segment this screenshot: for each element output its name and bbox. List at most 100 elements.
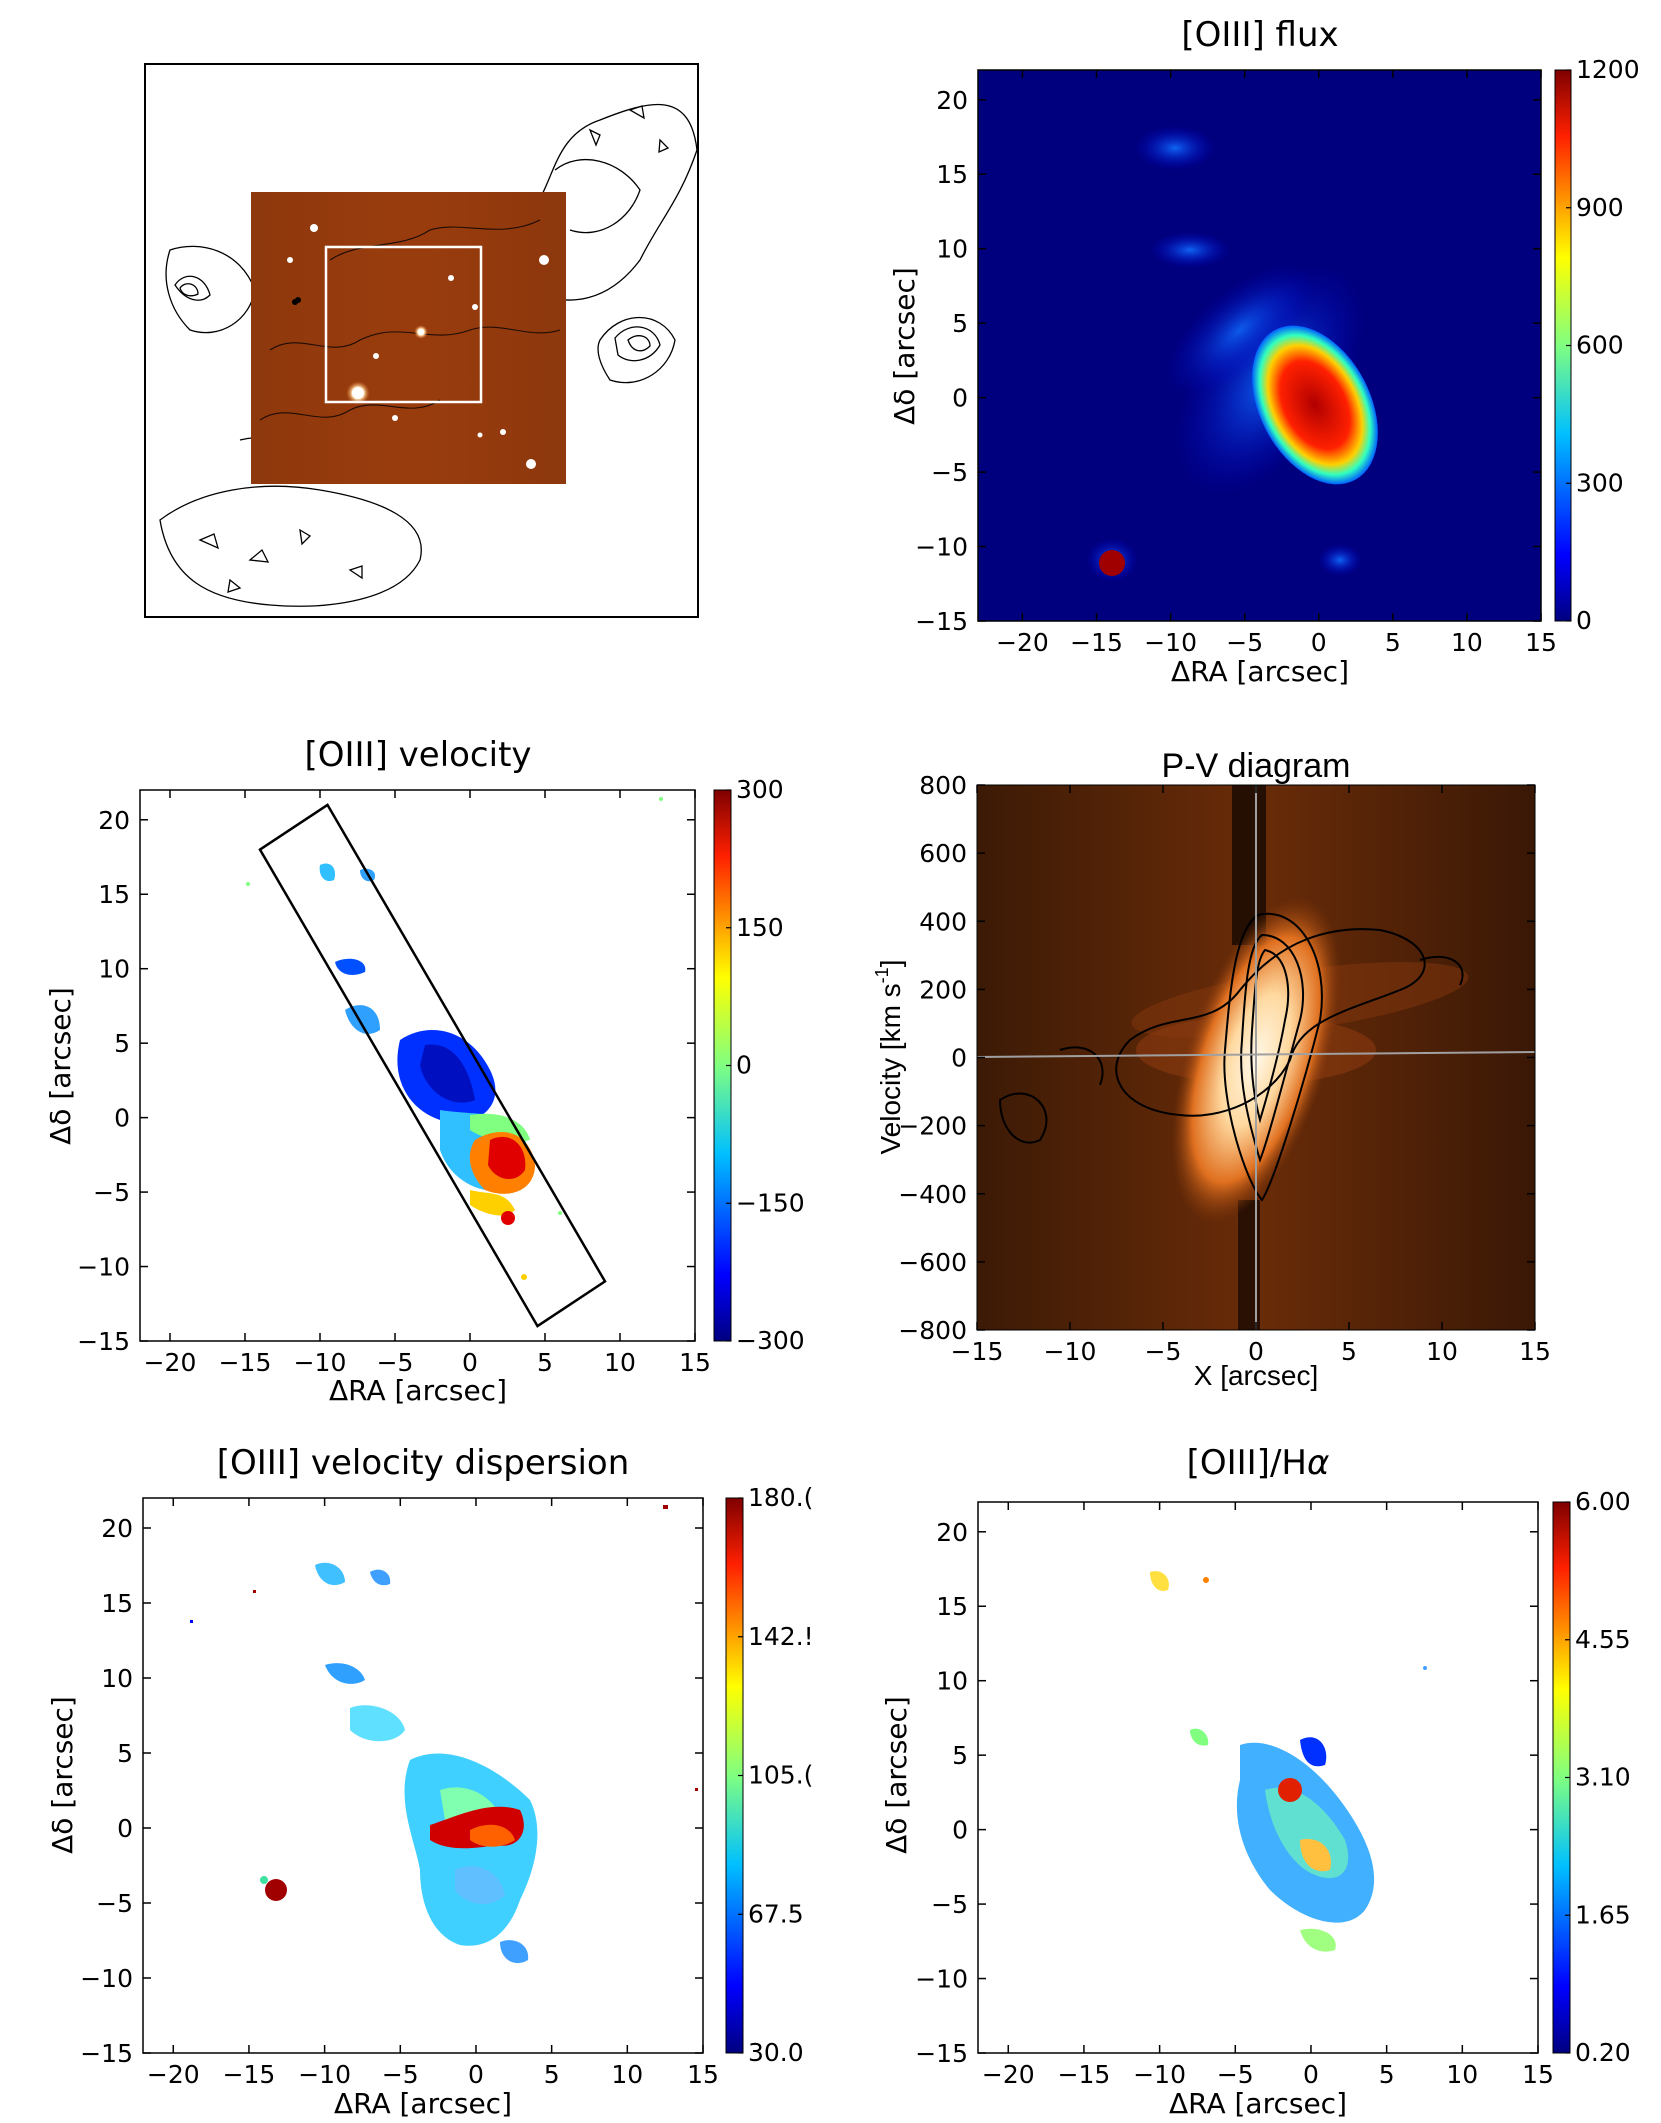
velocity-cbar-tick-label: 300 bbox=[736, 775, 784, 804]
ratio-ytick-label: −15 bbox=[915, 2039, 968, 2068]
flux-ytick-label: 15 bbox=[936, 160, 968, 189]
flux-cbar-tick-label: 600 bbox=[1576, 331, 1624, 360]
velocity-ytick-label: 10 bbox=[98, 955, 130, 984]
ratio-ytick-label: 15 bbox=[936, 1592, 968, 1621]
dispersion-xtick-label: 5 bbox=[544, 2060, 560, 2089]
dispersion-colorbar-ticks: 30.0 67.5 105.(142.! 180.( bbox=[738, 1483, 814, 2067]
velocity-xtick-label: −10 bbox=[294, 1348, 347, 1377]
velocity-xtick-label: 0 bbox=[462, 1348, 478, 1377]
flux-ytick-label: 10 bbox=[936, 235, 968, 264]
dispersion-xtick-label: −20 bbox=[147, 2060, 200, 2089]
velocity-ytick-label: 15 bbox=[98, 880, 130, 909]
velocity-xtick-label: −15 bbox=[219, 1348, 272, 1377]
flux-ytick-label: −5 bbox=[931, 458, 968, 487]
flux-cbar-tick-label: 1200 bbox=[1576, 55, 1640, 84]
ratio-xtick-label: 15 bbox=[1522, 2060, 1554, 2089]
pv-title: P-V diagram bbox=[1162, 747, 1351, 785]
pv-emission bbox=[977, 785, 1535, 1330]
pv-xtick-label: 15 bbox=[1519, 1337, 1551, 1366]
velocity-xtick-label: 5 bbox=[537, 1348, 553, 1377]
flux-colorbar-ticks: 0 300 600 900 1200 bbox=[1566, 55, 1640, 635]
dispersion-xtick-label: −5 bbox=[382, 2060, 419, 2089]
velocity-ytick-label: 20 bbox=[98, 806, 130, 835]
flux-cbar-tick-label: 0 bbox=[1576, 606, 1592, 635]
ratio-cbar-tick-label: 4.55 bbox=[1575, 1625, 1631, 1654]
velocity-ytick-label: 5 bbox=[114, 1029, 130, 1058]
dispersion-ylabel: Δδ [arcsec] bbox=[46, 1696, 79, 1854]
ratio-xtick-label: −5 bbox=[1217, 2060, 1254, 2089]
velocity-cbar-tick-label: −300 bbox=[736, 1326, 805, 1355]
flux-ytick-label: −10 bbox=[915, 533, 968, 562]
flux-ytick-label: −15 bbox=[915, 607, 968, 636]
ratio-ytick-label: 0 bbox=[952, 1816, 968, 1845]
pv-xtick-label: 10 bbox=[1426, 1337, 1458, 1366]
dispersion-ytick-label: 15 bbox=[101, 1589, 133, 1618]
pv-ytick-label: −400 bbox=[898, 1180, 967, 1209]
ratio-cbar-tick-label: 6.00 bbox=[1575, 1487, 1631, 1516]
dispersion-cbar-tick-label: 67.5 bbox=[748, 1899, 804, 1928]
velocity-axes: −20 −15 −10 −5 0 5 10 15 −15 −10 −5 0 5 10 15 20 bbox=[77, 790, 711, 1377]
ratio-xtick-label: 0 bbox=[1303, 2060, 1319, 2089]
dispersion-emission bbox=[190, 1505, 698, 1964]
pv-xtick-label: 5 bbox=[1341, 1337, 1357, 1366]
velocity-ytick-label: −5 bbox=[93, 1178, 130, 1207]
velocity-colorbar-ticks: −300 −150 0 150 300 bbox=[726, 775, 805, 1355]
dispersion-xtick-label: 0 bbox=[468, 2060, 484, 2089]
pv-ytick-label: 0 bbox=[951, 1044, 967, 1073]
pv-xtick-label: −15 bbox=[951, 1337, 1004, 1366]
flux-xtick-label: 0 bbox=[1311, 628, 1327, 657]
dispersion-xtick-label: −10 bbox=[298, 2060, 351, 2089]
dispersion-cbar-tick-label: 30.0 bbox=[748, 2038, 804, 2067]
velocity-ytick-label: −10 bbox=[77, 1253, 130, 1282]
dispersion-xtick-label: 15 bbox=[687, 2060, 719, 2089]
ratio-axes: −20 −15 −10 −5 0 5 10 15 −15 −10 −5 0 5 10 15 20 bbox=[915, 1502, 1554, 2089]
flux-axes: −20 −15 −10 −5 0 5 10 15 −15 −10 −5 0 5 10 15 20 bbox=[915, 70, 1557, 657]
pv-ytick-label: −200 bbox=[898, 1112, 967, 1141]
ratio-title: [OIII]/Hα bbox=[1187, 1443, 1330, 1483]
velocity-xtick-label: 10 bbox=[604, 1348, 636, 1377]
flux-xtick-label: 15 bbox=[1525, 628, 1557, 657]
pv-ytick-label: 200 bbox=[919, 975, 967, 1004]
flux-xtick-label: −5 bbox=[1226, 628, 1263, 657]
flux-ytick-label: 0 bbox=[952, 384, 968, 413]
flux-panel: [OIII] flux −20 −15 −10 −5 0 5 10 15 −15 −10 −5 0 5 1… bbox=[888, 15, 1640, 688]
dispersion-ytick-label: −15 bbox=[80, 2039, 133, 2068]
flux-ytick-label: 20 bbox=[936, 86, 968, 115]
velocity-cbar-tick-label: 150 bbox=[736, 913, 784, 942]
ratio-xtick-label: −10 bbox=[1133, 2060, 1186, 2089]
ratio-cbar-tick-label: 3.10 bbox=[1575, 1763, 1631, 1792]
pv-ylabel: Velocity [km s-1] bbox=[872, 960, 906, 1155]
pv-ytick-label: 400 bbox=[919, 907, 967, 936]
velocity-cbar-tick-label: −150 bbox=[736, 1188, 805, 1217]
flux-xtick-label: −15 bbox=[1070, 628, 1123, 657]
flux-xtick-label: −10 bbox=[1144, 628, 1197, 657]
ratio-panel: [OIII]/Hα −20 −15 −10 −5 0 5 10 15 −15 −10 −5 0 5 10 1… bbox=[880, 1443, 1631, 2120]
dispersion-cbar-tick-label: 142.! bbox=[748, 1622, 814, 1651]
pv-panel: P-V diagram −15 −10 −5 0 5 10 15 −800 −600 −400 −2… bbox=[872, 747, 1551, 1391]
flux-xtick-label: 5 bbox=[1385, 628, 1401, 657]
ratio-xtick-label: 5 bbox=[1379, 2060, 1395, 2089]
flux-emission bbox=[1086, 126, 1378, 582]
ratio-ytick-label: −10 bbox=[915, 1965, 968, 1994]
ratio-ytick-label: 10 bbox=[936, 1667, 968, 1696]
dispersion-axes: −20 −15 −10 −5 0 5 10 15 −15 −10 −5 0 5 10 15 20 bbox=[80, 1498, 719, 2089]
flux-ytick-label: 5 bbox=[952, 309, 968, 338]
muse-fov-box bbox=[324, 245, 483, 404]
dispersion-ytick-label: −5 bbox=[96, 1889, 133, 1918]
velocity-xtick-label: −20 bbox=[144, 1348, 197, 1377]
ratio-ytick-label: 5 bbox=[952, 1741, 968, 1770]
flux-xtick-label: −20 bbox=[996, 628, 1049, 657]
velocity-title: [OIII] velocity bbox=[304, 735, 531, 775]
velocity-cbar-tick-label: 0 bbox=[736, 1051, 752, 1080]
ratio-xtick-label: 10 bbox=[1446, 2060, 1478, 2089]
velocity-xlabel: ΔRA [arcsec] bbox=[329, 1374, 507, 1407]
pv-axes: −15 −10 −5 0 5 10 15 −800 −600 −400 −200 0 200 400 600… bbox=[898, 771, 1551, 1366]
pv-ytick-label: −600 bbox=[898, 1248, 967, 1277]
velocity-panel: [OIII] velocity −20 −15 −10 −5 0 5 10 15−15−10−… bbox=[44, 735, 805, 1407]
flux-core bbox=[1252, 325, 1378, 485]
velocity-ylabel: Δδ [arcsec] bbox=[44, 987, 77, 1145]
flux-ylabel: Δδ [arcsec] bbox=[888, 267, 921, 425]
dispersion-xtick-label: 10 bbox=[611, 2060, 643, 2089]
ratio-ytick-label: −5 bbox=[931, 1890, 968, 1919]
